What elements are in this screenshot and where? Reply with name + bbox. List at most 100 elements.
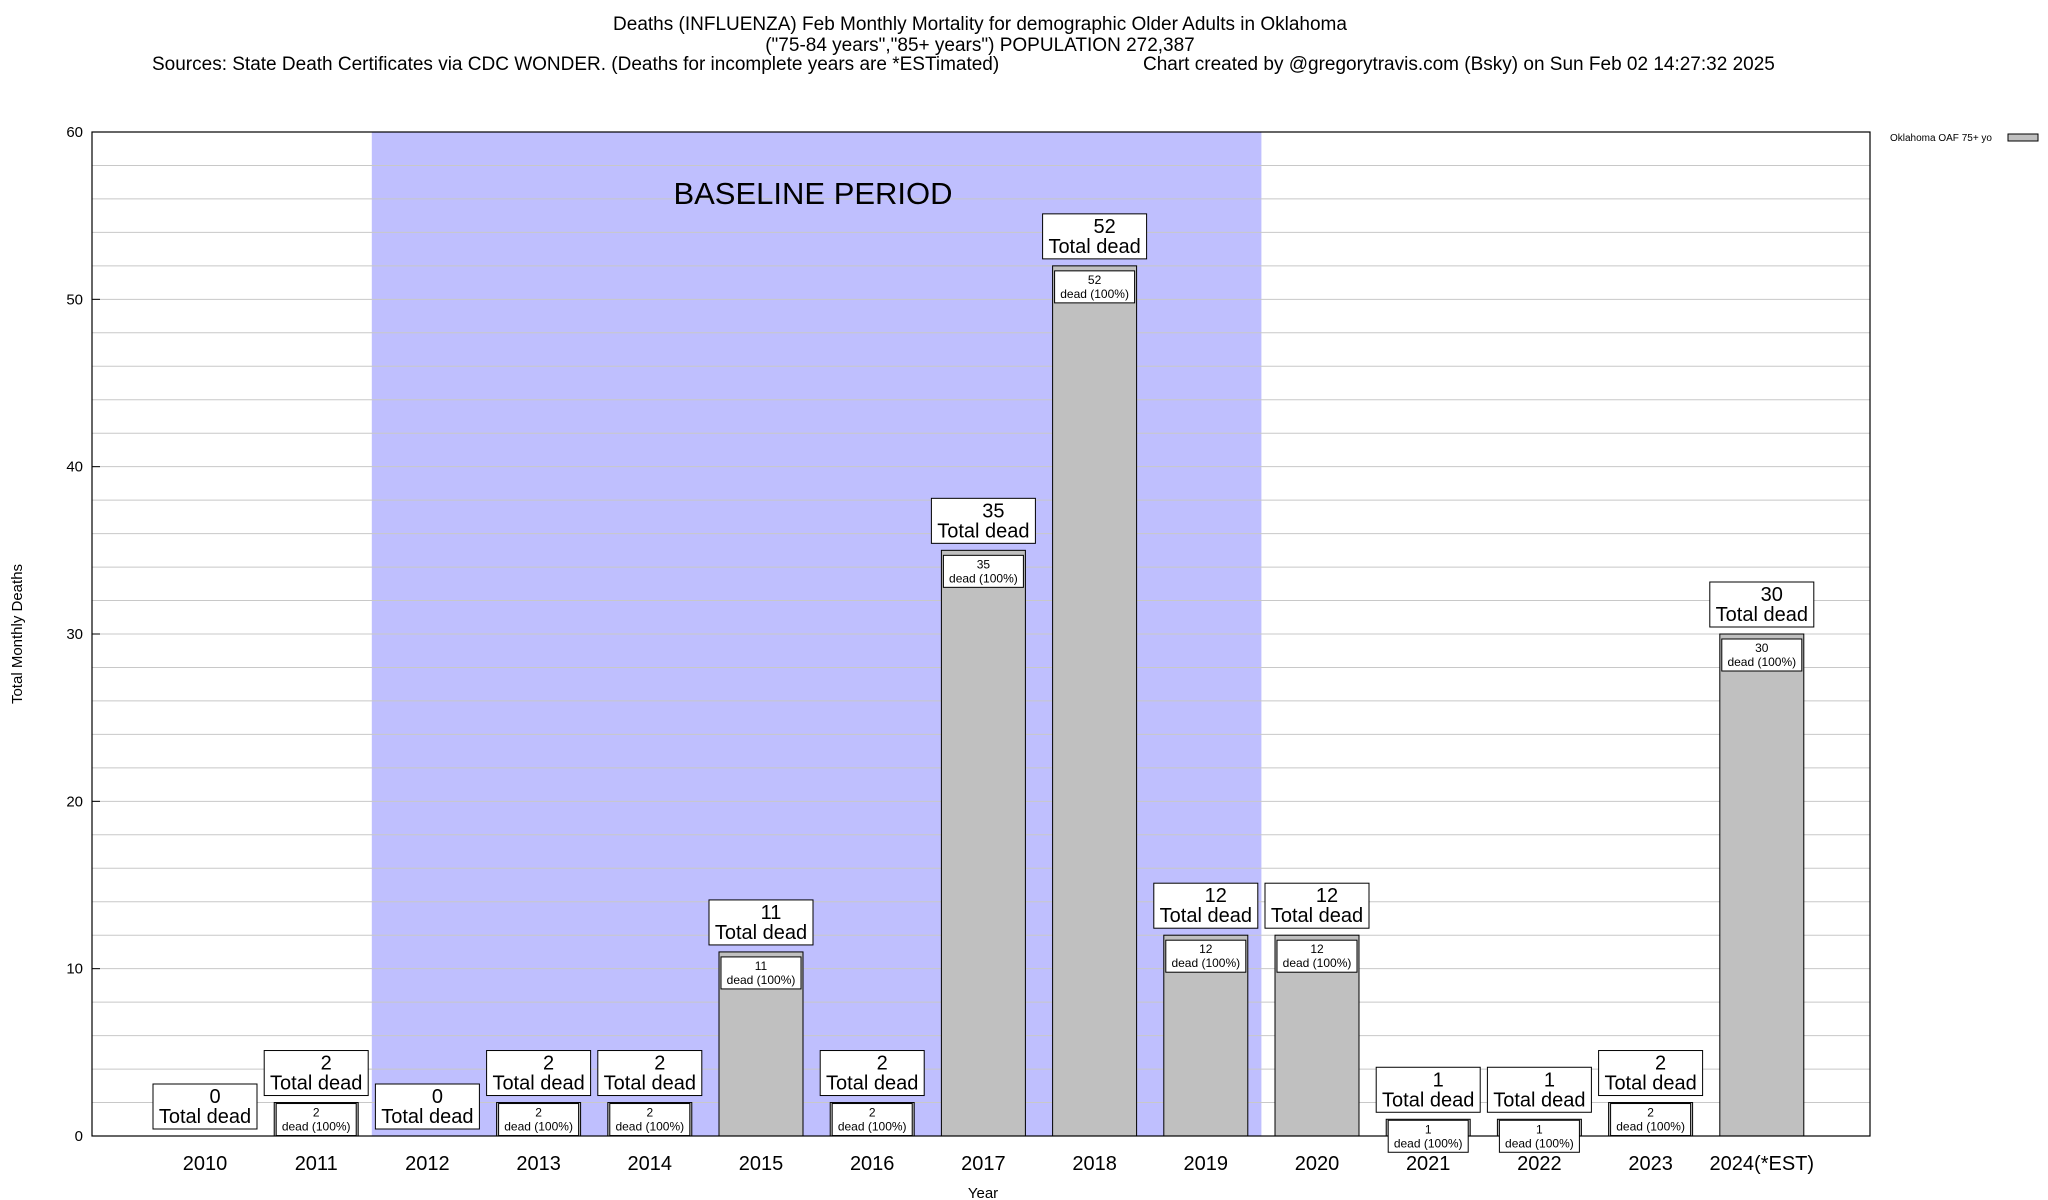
inner-label-text: dead (100%) [1394,1136,1463,1150]
x-tick-label: 2021 [1406,1153,1451,1175]
x-tick-label: 2011 [295,1153,338,1175]
total-label-box [263,1050,369,1097]
total-label-text: Total dead [1716,604,1808,626]
y-tick-label: 50 [66,291,83,308]
x-tick-label: 2022 [1517,1153,1562,1175]
inner-label-value: 11 [755,959,768,973]
inner-label-value: 2 [646,1106,653,1120]
legend-swatch [2007,133,2039,142]
total-label-box [152,1083,258,1130]
bar [1719,633,1805,1137]
x-tick-label: 2012 [405,1153,450,1175]
inner-label-text: dead (100%) [1727,655,1796,669]
inner-label-value: 2 [313,1106,320,1120]
x-tick-label: 2010 [183,1153,228,1175]
inner-label-value: 2 [535,1106,542,1120]
legend-label: Oklahoma OAF 75+ yo [1890,133,1992,144]
total-label-text: Total dead [1048,236,1140,258]
bar [940,549,1026,1137]
inner-label-text: dead (100%) [615,1120,684,1134]
total-label-value: 2 [1655,1053,1666,1075]
inner-label-box [1387,1119,1469,1153]
total-label-text: Total dead [1160,905,1252,927]
total-label-text: Total dead [1382,1089,1474,1111]
total-label-value: 1 [1544,1069,1555,1091]
x-axis-label: Year [968,1185,998,1200]
total-label-value: 0 [432,1086,443,1108]
x-tick-label: 2023 [1628,1153,1673,1175]
inner-label-box [609,1103,691,1137]
total-label-box [1709,581,1815,628]
inner-label-text: dead (100%) [1616,1120,1685,1134]
total-label-box [1598,1050,1704,1097]
chart-title: Deaths (INFLUENZA) Feb Monthly Mortality… [613,14,1347,35]
total-label-value: 1 [1433,1069,1444,1091]
inner-label-value: 2 [869,1106,876,1120]
inner-label-value: 2 [1647,1106,1654,1120]
total-label-value: 2 [877,1053,888,1075]
y-tick-label: 0 [75,1128,83,1145]
inner-label-text: dead (100%) [1283,956,1352,970]
inner-label-box [720,956,802,990]
total-label-text: Total dead [1604,1073,1696,1095]
inner-label-value: 35 [977,557,991,571]
bar [1052,265,1138,1137]
inner-label-value: 1 [1536,1122,1543,1136]
total-label-text: Total dead [604,1073,696,1095]
total-label-text: Total dead [270,1073,362,1095]
inner-label-value: 52 [1088,273,1102,287]
y-tick-label: 20 [66,793,83,810]
total-label-box [819,1050,925,1097]
total-label-value: 52 [1093,216,1115,238]
total-label-value: 12 [1205,885,1227,907]
total-label-text: Total dead [715,922,807,944]
chart-credit: Chart created by @gregorytravis.com (Bsk… [1143,54,1775,75]
y-tick-label: 60 [66,124,83,141]
total-label-box [1264,882,1370,929]
total-label-box [1153,882,1259,929]
inner-label-box [1610,1103,1692,1137]
total-label-text: Total dead [492,1073,584,1095]
total-label-box [486,1050,592,1097]
inner-label-value: 12 [1310,942,1324,956]
x-tick-label: 2018 [1072,1153,1117,1175]
x-tick-labels: 2010 2011 2012 2013 2014 2015 2016 2017 2018 2019… [183,1153,1814,1175]
inner-label-text: dead (100%) [727,973,796,987]
inner-label-text: dead (100%) [1171,956,1240,970]
inner-label-text: dead (100%) [282,1120,351,1134]
inner-label-value: 1 [1425,1122,1432,1136]
inner-label-box [498,1103,580,1137]
y-tick-label: 40 [66,459,83,476]
y-axis-label: Total Monthly Deaths [9,564,26,704]
x-tick-label: 2015 [739,1153,784,1175]
x-tick-label: 2020 [1295,1153,1340,1175]
total-label-box [930,497,1036,544]
total-label-text: Total dead [1493,1089,1585,1111]
total-label-box [1042,213,1148,260]
inner-label-value: 30 [1755,641,1769,655]
y-tick-labels: 0 10 20 30 40 50 60 [66,124,100,1145]
total-label-value: 0 [209,1086,220,1108]
y-tick-label: 30 [66,626,83,643]
total-label-box [374,1083,480,1130]
inner-label-box [1165,939,1247,973]
inner-label-text: dead (100%) [1060,287,1129,301]
inner-label-text: dead (100%) [1505,1136,1574,1150]
x-tick-label: 2024(*EST) [1710,1153,1815,1175]
total-label-value: 2 [321,1053,332,1075]
chart-subtitle: ("75-84 years","85+ years") POPULATION 2… [765,35,1195,56]
total-label-value: 2 [654,1053,665,1075]
total-label-text: Total dead [1271,905,1363,927]
x-tick-label: 2017 [961,1153,1006,1175]
total-label-box [1486,1066,1592,1113]
legend: Oklahoma OAF 75+ yo [1890,133,2039,144]
inner-label-value: 12 [1199,942,1213,956]
inner-label-box [831,1103,913,1137]
total-label-text: Total dead [381,1106,473,1128]
chart-title-block: Deaths (INFLUENZA) Feb Monthly Mortality… [0,14,1960,56]
total-label-text: Total dead [937,520,1029,542]
inner-label-box [942,554,1024,588]
total-label-box [597,1050,703,1097]
